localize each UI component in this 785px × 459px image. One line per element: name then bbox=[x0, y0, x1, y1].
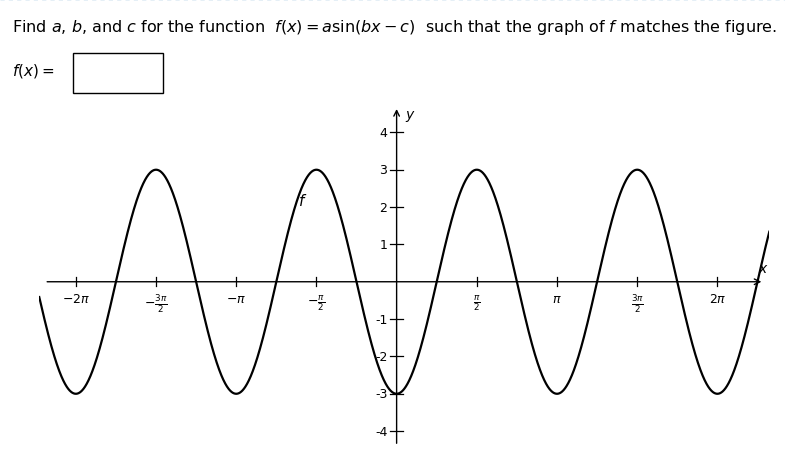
Text: -3: -3 bbox=[375, 387, 388, 400]
Text: 2: 2 bbox=[380, 201, 388, 214]
Text: 4: 4 bbox=[380, 127, 388, 140]
Text: $-\frac{3\pi}{2}$: $-\frac{3\pi}{2}$ bbox=[144, 292, 168, 314]
Text: Find $a$, $b$, and $c$ for the function  $f(x) = a\sin(bx - c)$  such that the g: Find $a$, $b$, and $c$ for the function … bbox=[12, 18, 777, 37]
Text: 1: 1 bbox=[380, 238, 388, 252]
Text: $\frac{\pi}{2}$: $\frac{\pi}{2}$ bbox=[473, 292, 480, 312]
Text: $2\pi$: $2\pi$ bbox=[709, 292, 726, 306]
Text: -1: -1 bbox=[375, 313, 388, 326]
Text: -2: -2 bbox=[375, 350, 388, 363]
Text: 3: 3 bbox=[380, 164, 388, 177]
Text: $-2\pi$: $-2\pi$ bbox=[62, 292, 90, 306]
Text: $-\frac{\pi}{2}$: $-\frac{\pi}{2}$ bbox=[308, 292, 326, 312]
Text: $\pi$: $\pi$ bbox=[552, 292, 562, 306]
Text: $f$: $f$ bbox=[298, 192, 307, 208]
Text: -4: -4 bbox=[375, 425, 388, 438]
Text: $f(x) =$: $f(x) =$ bbox=[12, 62, 54, 80]
Text: y: y bbox=[406, 108, 414, 122]
Text: $\frac{3\pi}{2}$: $\frac{3\pi}{2}$ bbox=[630, 292, 644, 314]
FancyBboxPatch shape bbox=[73, 54, 163, 94]
Text: x: x bbox=[758, 262, 767, 275]
Text: $-\pi$: $-\pi$ bbox=[226, 292, 246, 306]
